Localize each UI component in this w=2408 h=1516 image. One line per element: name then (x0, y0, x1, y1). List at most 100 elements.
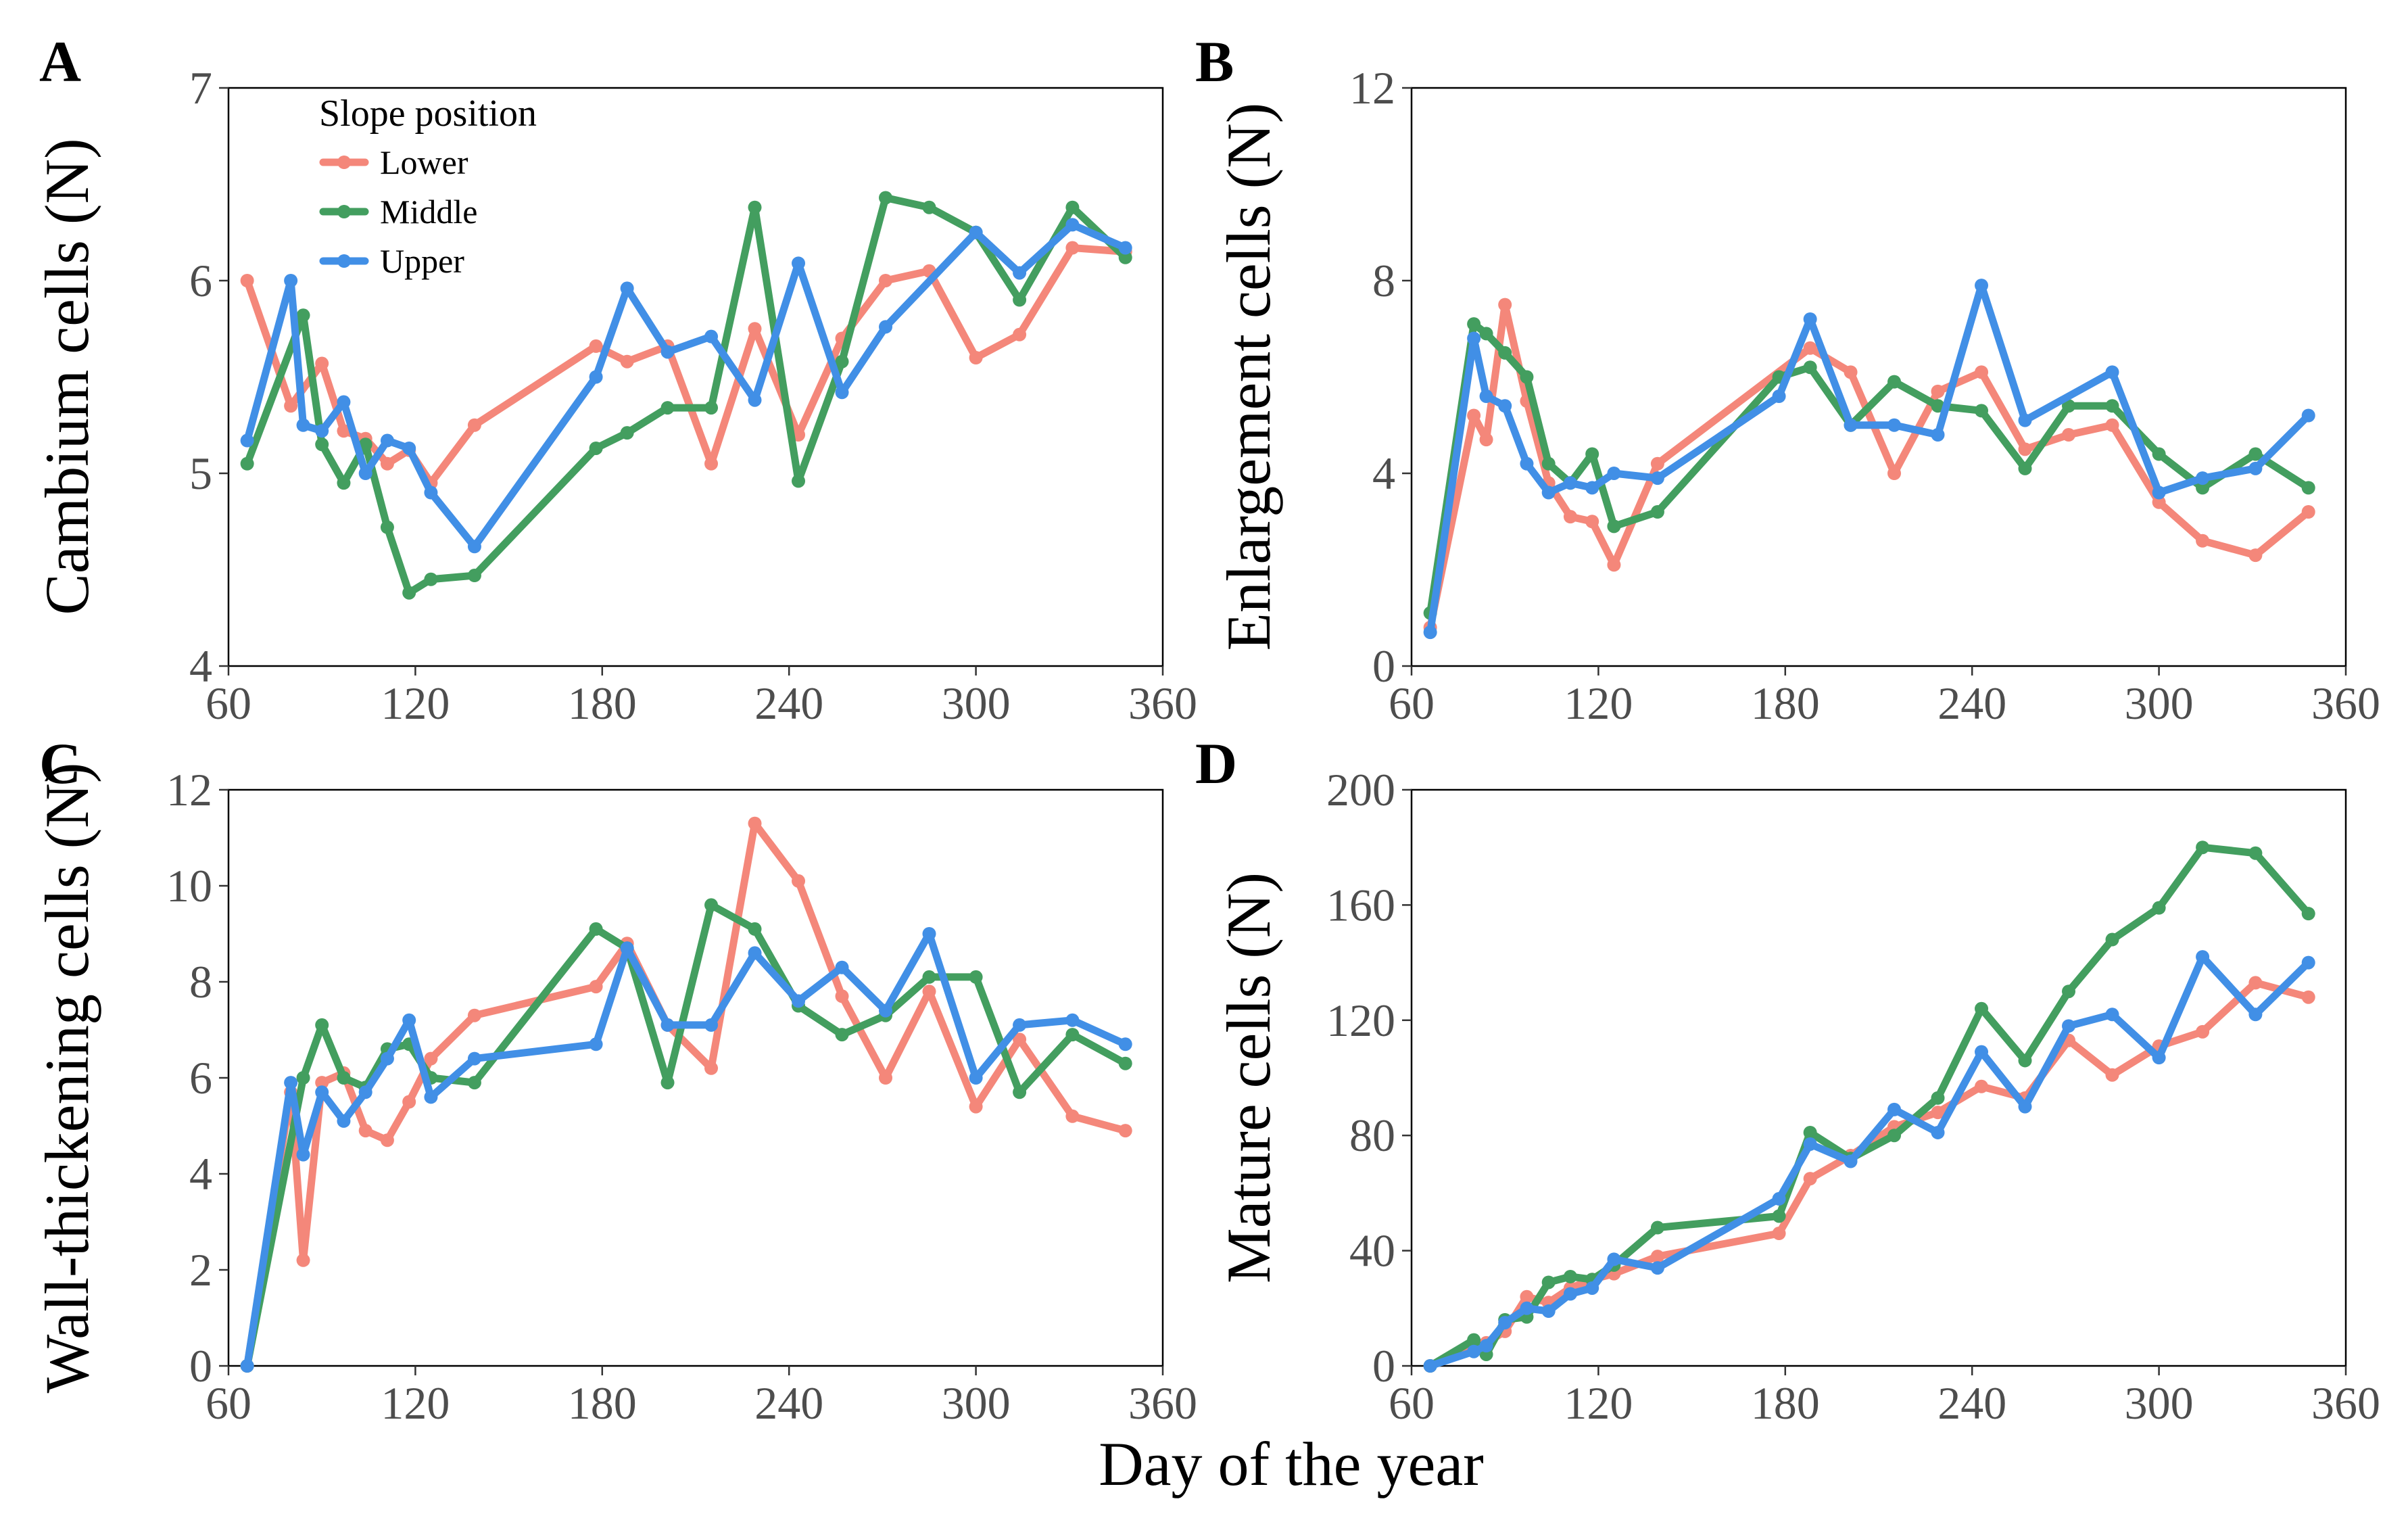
data-point (2105, 418, 2119, 432)
data-point (467, 540, 481, 554)
data-point (315, 1085, 329, 1099)
data-point (315, 437, 329, 452)
data-point (2301, 990, 2315, 1004)
data-point (748, 200, 762, 214)
data-point (1931, 428, 1945, 442)
data-point (704, 456, 719, 471)
data-point (296, 1147, 310, 1162)
data-point (1013, 1018, 1027, 1032)
data-point (337, 476, 351, 490)
data-point (1803, 1172, 1817, 1186)
y-axis-title: Mature cells (N) (1214, 872, 1283, 1283)
series-line-middle (243, 901, 1130, 1370)
data-point (1931, 399, 1945, 413)
data-point (1650, 1261, 1664, 1275)
data-point (240, 274, 254, 287)
y-tick-label: 10 (166, 860, 212, 911)
data-point (358, 437, 372, 452)
y-tick-label: 8 (1372, 255, 1395, 306)
data-point (402, 1095, 416, 1109)
data-point (1520, 456, 1534, 471)
x-tick-label: 120 (381, 678, 450, 729)
x-tick-label: 240 (754, 678, 823, 729)
data-point (792, 994, 806, 1008)
x-tick-label: 240 (754, 1377, 823, 1429)
data-point (1607, 519, 1621, 534)
data-point (1931, 1125, 1945, 1139)
y-tick-label: 120 (1326, 995, 1395, 1046)
data-point (589, 441, 603, 455)
data-point (358, 1085, 372, 1099)
data-point (1118, 1056, 1132, 1070)
plot-frame (1410, 87, 2347, 667)
chart-panel-c: 60 120 180 240 300 360 0 2 4 6 8 10 12 Wall-thickenin… (32, 731, 1197, 1429)
data-point (1585, 515, 1599, 529)
data-point (1498, 399, 1512, 413)
data-point (1650, 1221, 1664, 1235)
data-point (1585, 447, 1599, 461)
data-point (2248, 846, 2263, 860)
data-point (1423, 1359, 1437, 1373)
data-point (1563, 510, 1577, 524)
series-line-upper (243, 220, 1130, 550)
data-point (969, 351, 983, 364)
y-tick-label: 7 (189, 62, 212, 114)
data-point (660, 1076, 675, 1090)
data-point (240, 456, 254, 471)
y-tick-label: 200 (1326, 764, 1395, 815)
data-point (1520, 370, 1534, 384)
x-tick-label: 60 (1389, 678, 1435, 729)
panel-label: D (1195, 731, 1237, 796)
data-point (1479, 433, 1493, 447)
data-point (2196, 1024, 2210, 1039)
data-point (969, 1071, 983, 1085)
plot-frame (1410, 788, 2347, 1367)
data-point (2018, 1053, 2032, 1068)
data-point (2018, 461, 2032, 475)
data-point (1844, 1154, 1858, 1168)
series-line-lower (1426, 301, 2313, 632)
x-tick-label: 180 (1751, 1377, 1820, 1429)
x-tick-label: 60 (1389, 1377, 1435, 1429)
data-point (1563, 476, 1577, 490)
data-point (1931, 384, 1945, 398)
data-point (1423, 625, 1437, 640)
data-point (1467, 1344, 1481, 1358)
data-point (1844, 365, 1858, 379)
data-point (2105, 365, 2119, 379)
data-point (402, 586, 416, 600)
y-tick-label: 2 (189, 1244, 212, 1296)
data-point (660, 345, 675, 359)
data-point (2196, 534, 2210, 548)
data-point (2062, 399, 2076, 413)
data-point (1803, 312, 1817, 326)
data-point (922, 200, 936, 214)
data-point (879, 1003, 893, 1018)
data-point (1931, 1106, 1945, 1120)
data-point (835, 960, 849, 974)
data-point (1844, 418, 1858, 432)
data-point (1975, 279, 1989, 293)
data-point (424, 1051, 438, 1066)
data-point (1772, 1191, 1786, 1206)
data-point (2152, 1051, 2166, 1065)
data-point (1498, 346, 1512, 360)
data-point (835, 354, 849, 369)
data-point (2105, 932, 2119, 947)
data-point (1541, 485, 1556, 500)
data-point (1887, 1102, 1902, 1116)
data-point (1975, 1045, 1989, 1059)
data-point (1975, 365, 1989, 379)
data-point (296, 1253, 310, 1267)
data-point (2248, 461, 2263, 475)
data-point (1607, 467, 1621, 480)
x-tick-label: 360 (1128, 678, 1197, 729)
data-point (1479, 1339, 1493, 1353)
data-point (2062, 1019, 2076, 1033)
data-point (1931, 1091, 1945, 1105)
data-point (1650, 1250, 1664, 1264)
data-point (2248, 548, 2263, 563)
y-tick-label: 4 (189, 1148, 212, 1200)
data-point (835, 1028, 849, 1042)
chart-panel-d: 60 120 180 240 300 360 0 40 80 120 160 200 Mature ce… (1195, 731, 2380, 1429)
